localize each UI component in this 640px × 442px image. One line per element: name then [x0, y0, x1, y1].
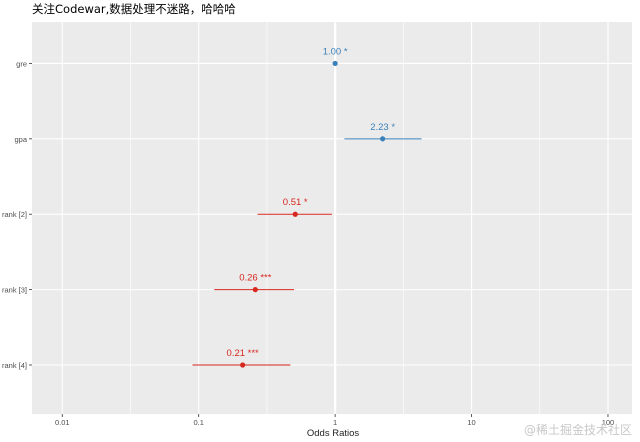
y-axis-ticks: gre gpa rank [2] rank [3] rank [4]: [2, 59, 32, 370]
y-tick-label: gre: [16, 59, 27, 68]
plot-panel: [32, 22, 632, 414]
estimate-label: 2.23 *: [370, 122, 395, 133]
y-tick-label: rank [4]: [2, 361, 27, 370]
y-tick-label: rank [2]: [2, 210, 27, 219]
estimate-point: [252, 287, 258, 293]
y-tick-label: rank [3]: [2, 286, 27, 295]
estimate-point: [240, 362, 246, 368]
x-tick-label: 0.01: [55, 418, 70, 427]
major-gridlines: [32, 22, 632, 414]
watermark: @稀土掘金技术社区: [524, 422, 632, 437]
estimate-point: [292, 211, 298, 217]
x-tick-label: 1: [333, 418, 337, 427]
y-tick-label: gpa: [14, 135, 27, 144]
plot-marks: 1.00 * 2.23 * 0.51 * 0.26 *** 0.21 ***: [192, 46, 422, 368]
minor-gridlines: [130, 22, 541, 414]
x-axis-ticks: 0.01 0.1 1 10 100: [55, 414, 614, 427]
chart-title: 关注Codewar,数据处理不迷路，哈哈哈: [32, 2, 236, 16]
x-tick-label: 10: [467, 418, 475, 427]
estimate-label: 0.51 *: [283, 197, 308, 208]
x-axis-title: Odds Ratios: [307, 428, 360, 439]
estimate-point: [332, 60, 338, 67]
estimate-label: 0.26 ***: [239, 273, 272, 284]
estimate-label: 0.21 ***: [227, 348, 260, 359]
estimate-point: [380, 136, 386, 142]
x-tick-label: 0.1: [193, 418, 203, 427]
x-tick-label: 100: [602, 418, 615, 427]
estimate-label: 1.00 *: [323, 46, 348, 57]
